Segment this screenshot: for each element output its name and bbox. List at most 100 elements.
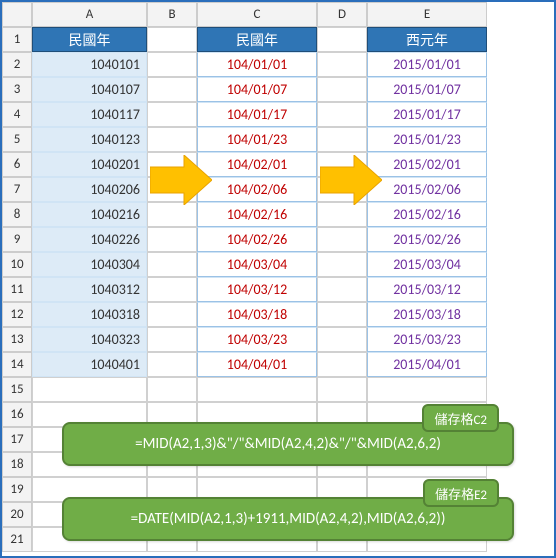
cell[interactable]	[317, 52, 367, 77]
cell[interactable]: 104/03/12	[197, 277, 317, 302]
cell[interactable]: 104/03/04	[197, 252, 317, 277]
cell[interactable]: 104/01/01	[197, 52, 317, 77]
cell[interactable]: 1040107	[32, 77, 147, 102]
cell[interactable]: 1040101	[32, 52, 147, 77]
cell[interactable]	[317, 302, 367, 327]
row-header[interactable]: 7	[2, 177, 32, 202]
cell[interactable]: 西元年	[367, 27, 487, 52]
row-header[interactable]: 16	[2, 402, 32, 427]
cell[interactable]	[147, 202, 197, 227]
cell[interactable]: 1040318	[32, 302, 147, 327]
cell[interactable]	[317, 277, 367, 302]
cell[interactable]	[32, 377, 147, 402]
row-header[interactable]: 13	[2, 327, 32, 352]
row-header[interactable]: 6	[2, 152, 32, 177]
column-header[interactable]: B	[147, 2, 197, 27]
cell[interactable]: 2015/03/23	[367, 327, 487, 352]
row-header[interactable]: 2	[2, 52, 32, 77]
cell[interactable]: 2015/02/06	[367, 177, 487, 202]
cell[interactable]	[147, 352, 197, 377]
row-header[interactable]: 20	[2, 502, 32, 527]
cell[interactable]	[147, 277, 197, 302]
cell[interactable]: 2015/02/26	[367, 227, 487, 252]
row-header[interactable]: 3	[2, 77, 32, 102]
cell[interactable]: 2015/02/16	[367, 202, 487, 227]
cell[interactable]: 104/03/23	[197, 327, 317, 352]
cell[interactable]: 104/04/01	[197, 352, 317, 377]
row-header[interactable]: 17	[2, 427, 32, 452]
cell[interactable]	[147, 102, 197, 127]
cell[interactable]: 2015/02/01	[367, 152, 487, 177]
cell[interactable]: 2015/01/23	[367, 127, 487, 152]
row-header[interactable]: 1	[2, 27, 32, 52]
cell[interactable]: 2015/01/17	[367, 102, 487, 127]
cell[interactable]	[317, 127, 367, 152]
row-header[interactable]: 11	[2, 277, 32, 302]
row-header[interactable]: 8	[2, 202, 32, 227]
column-header[interactable]: E	[367, 2, 487, 27]
cell[interactable]	[317, 377, 367, 402]
cell[interactable]	[317, 202, 367, 227]
cell[interactable]: 2015/03/04	[367, 252, 487, 277]
cell[interactable]: 民國年	[197, 27, 317, 52]
row-header[interactable]: 4	[2, 102, 32, 127]
cell[interactable]	[147, 302, 197, 327]
cell[interactable]: 104/01/17	[197, 102, 317, 127]
cell[interactable]: 1040312	[32, 277, 147, 302]
cell[interactable]	[317, 152, 367, 177]
cell[interactable]: 2015/01/01	[367, 52, 487, 77]
cell[interactable]: 1040206	[32, 177, 147, 202]
cell[interactable]: 104/03/18	[197, 302, 317, 327]
cell[interactable]: 104/01/07	[197, 77, 317, 102]
cell[interactable]: 1040304	[32, 252, 147, 277]
row-header[interactable]: 18	[2, 452, 32, 477]
cell[interactable]: 1040323	[32, 327, 147, 352]
cell[interactable]: 104/02/16	[197, 202, 317, 227]
cell[interactable]	[317, 252, 367, 277]
cell[interactable]: 1040201	[32, 152, 147, 177]
cell[interactable]	[147, 27, 197, 52]
cell[interactable]: 1040401	[32, 352, 147, 377]
cell[interactable]	[317, 77, 367, 102]
cell[interactable]: 民國年	[32, 27, 147, 52]
cell[interactable]	[147, 152, 197, 177]
cell[interactable]	[147, 52, 197, 77]
row-header[interactable]: 12	[2, 302, 32, 327]
row-header[interactable]: 15	[2, 377, 32, 402]
column-header[interactable]	[2, 2, 32, 27]
cell[interactable]: 104/01/23	[197, 127, 317, 152]
cell[interactable]	[317, 102, 367, 127]
cell[interactable]	[197, 377, 317, 402]
cell[interactable]: 104/02/01	[197, 152, 317, 177]
cell[interactable]	[147, 127, 197, 152]
cell[interactable]: 104/02/26	[197, 227, 317, 252]
cell[interactable]	[147, 252, 197, 277]
cell[interactable]	[147, 327, 197, 352]
cell[interactable]: 1040226	[32, 227, 147, 252]
row-header[interactable]: 9	[2, 227, 32, 252]
column-header[interactable]: A	[32, 2, 147, 27]
cell[interactable]	[367, 377, 487, 402]
cell[interactable]	[317, 177, 367, 202]
cell[interactable]	[317, 327, 367, 352]
cell[interactable]: 2015/03/18	[367, 302, 487, 327]
cell[interactable]: 2015/04/01	[367, 352, 487, 377]
row-header[interactable]: 10	[2, 252, 32, 277]
row-header[interactable]: 19	[2, 477, 32, 502]
cell[interactable]	[317, 352, 367, 377]
cell[interactable]	[317, 27, 367, 52]
cell[interactable]: 2015/01/07	[367, 77, 487, 102]
column-header[interactable]: C	[197, 2, 317, 27]
cell[interactable]	[147, 177, 197, 202]
row-header[interactable]: 14	[2, 352, 32, 377]
row-header[interactable]: 5	[2, 127, 32, 152]
cell[interactable]: 1040117	[32, 102, 147, 127]
cell[interactable]: 1040216	[32, 202, 147, 227]
cell[interactable]: 104/02/06	[197, 177, 317, 202]
cell[interactable]	[147, 377, 197, 402]
cell[interactable]	[317, 227, 367, 252]
cell[interactable]: 1040123	[32, 127, 147, 152]
cell[interactable]: 2015/03/12	[367, 277, 487, 302]
cell[interactable]	[147, 227, 197, 252]
column-header[interactable]: D	[317, 2, 367, 27]
